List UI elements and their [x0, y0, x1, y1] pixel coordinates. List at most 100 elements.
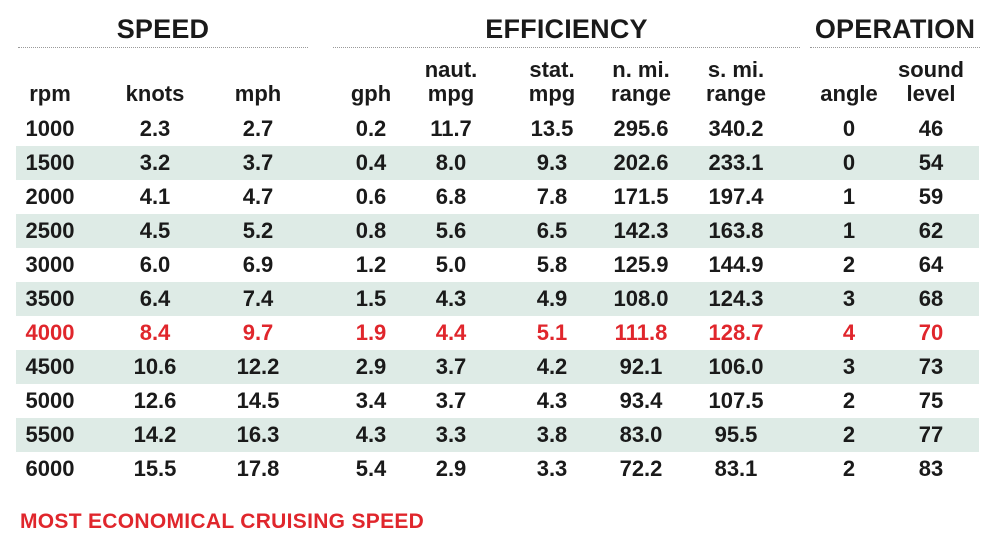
cell-stat-mpg: 13.5 [530, 116, 574, 141]
cell-angle: 2 [842, 422, 856, 447]
table-row: 2000 4.1 4.7 0.6 6.8 7.8 171.5 197.4 1 59 [16, 180, 979, 214]
cell-rpm: 1000 [25, 116, 75, 141]
group-speed: SPEED [116, 14, 210, 44]
cell-angle: 2 [842, 456, 856, 481]
cell-gph: 0.8 [355, 218, 387, 243]
cell-naut-mpg: 4.3 [435, 286, 467, 311]
cell-s-mi-range: 163.8 [708, 218, 764, 243]
cell-sound-level: 70 [918, 320, 944, 345]
cell-angle: 3 [842, 286, 856, 311]
cell-rpm: 4000 [25, 320, 75, 345]
cell-gph: 1.5 [355, 286, 387, 311]
cell-naut-mpg: 3.3 [435, 422, 467, 447]
cell-n-mi-range: 108.0 [613, 286, 669, 311]
cell-rpm: 6000 [25, 456, 75, 481]
column-header-sound-level: sound level [898, 57, 964, 106]
cell-n-mi-range: 83.0 [619, 422, 663, 447]
cell-n-mi-range: 171.5 [613, 184, 669, 209]
cell-angle: 3 [842, 354, 856, 379]
cell-sound-level: 83 [918, 456, 944, 481]
cell-naut-mpg: 5.0 [435, 252, 467, 277]
cell-mph: 9.7 [242, 320, 274, 345]
column-header-gph: gph [350, 81, 392, 106]
cell-sound-level: 75 [918, 388, 944, 413]
cell-stat-mpg: 6.5 [536, 218, 568, 243]
group-divider-efficiency [333, 47, 800, 48]
column-header-stat-mpg: stat. mpg [528, 57, 576, 106]
cell-gph: 0.2 [355, 116, 387, 141]
cell-knots: 15.5 [133, 456, 177, 481]
table-row: 3000 6.0 6.9 1.2 5.0 5.8 125.9 144.9 2 64 [16, 248, 979, 282]
cell-sound-level: 62 [918, 218, 944, 243]
cell-mph: 6.9 [242, 252, 274, 277]
cell-n-mi-range: 111.8 [614, 320, 668, 345]
column-header-naut-mpg: naut. mpg [424, 57, 478, 106]
table-row: 1000 2.3 2.7 0.2 11.7 13.5 295.6 340.2 0 46 [16, 112, 979, 146]
column-header-n-mi-range: n. mi. range [611, 57, 671, 106]
cell-angle: 2 [842, 252, 856, 277]
cell-mph: 3.7 [242, 150, 274, 175]
cell-sound-level: 54 [918, 150, 944, 175]
cell-mph: 16.3 [236, 422, 280, 447]
cell-s-mi-range: 106.0 [708, 354, 764, 379]
table-row: 2500 4.5 5.2 0.8 5.6 6.5 142.3 163.8 1 62 [16, 214, 979, 248]
cell-sound-level: 73 [918, 354, 944, 379]
cell-stat-mpg: 5.1 [536, 320, 568, 345]
cell-knots: 14.2 [133, 422, 177, 447]
cell-stat-mpg: 3.8 [536, 422, 568, 447]
cell-angle: 0 [842, 116, 856, 141]
cell-rpm: 3500 [25, 286, 75, 311]
cell-n-mi-range: 125.9 [613, 252, 669, 277]
table-row: 6000 15.5 17.8 5.4 2.9 3.3 72.2 83.1 2 83 [16, 452, 979, 486]
cell-mph: 4.7 [242, 184, 274, 209]
cell-gph: 5.4 [355, 456, 387, 481]
cell-rpm: 5000 [25, 388, 75, 413]
column-header-mph: mph [234, 81, 282, 106]
cell-n-mi-range: 202.6 [613, 150, 669, 175]
cell-n-mi-range: 142.3 [613, 218, 669, 243]
cell-gph: 0.4 [355, 150, 387, 175]
table-row: 1500 3.2 3.7 0.4 8.0 9.3 202.6 233.1 0 54 [16, 146, 979, 180]
cell-naut-mpg: 4.4 [435, 320, 467, 345]
cell-naut-mpg: 11.7 [430, 116, 472, 141]
cell-knots: 2.3 [139, 116, 171, 141]
cell-knots: 6.4 [139, 286, 171, 311]
cell-s-mi-range: 233.1 [708, 150, 764, 175]
column-header-s-mi-range: s. mi. range [706, 57, 766, 106]
cell-sound-level: 68 [918, 286, 944, 311]
cell-angle: 4 [842, 320, 856, 345]
cell-s-mi-range: 144.9 [708, 252, 764, 277]
cell-angle: 1 [842, 184, 856, 209]
table-row: 5500 14.2 16.3 4.3 3.3 3.8 83.0 95.5 2 77 [16, 418, 979, 452]
cell-angle: 0 [842, 150, 856, 175]
cell-n-mi-range: 92.1 [619, 354, 663, 379]
group-efficiency: EFFICIENCY [485, 14, 648, 44]
cell-stat-mpg: 4.2 [536, 354, 568, 379]
table-row: 3500 6.4 7.4 1.5 4.3 4.9 108.0 124.3 3 68 [16, 282, 979, 316]
cell-stat-mpg: 7.8 [536, 184, 568, 209]
cell-angle: 2 [842, 388, 856, 413]
cell-stat-mpg: 4.9 [536, 286, 568, 311]
cell-rpm: 3000 [25, 252, 75, 277]
group-operation: OPERATION [814, 14, 976, 44]
cell-s-mi-range: 340.2 [708, 116, 764, 141]
cell-angle: 1 [842, 218, 856, 243]
cell-naut-mpg: 3.7 [435, 354, 467, 379]
cell-knots: 8.4 [139, 320, 171, 345]
table-row: 4500 10.6 12.2 2.9 3.7 4.2 92.1 106.0 3 73 [16, 350, 979, 384]
cell-stat-mpg: 9.3 [536, 150, 568, 175]
cell-s-mi-range: 107.5 [708, 388, 764, 413]
cell-s-mi-range: 124.3 [708, 286, 764, 311]
column-header-rpm: rpm [29, 81, 71, 106]
cell-gph: 4.3 [355, 422, 387, 447]
cell-rpm: 4500 [25, 354, 75, 379]
cell-rpm: 5500 [25, 422, 75, 447]
cell-mph: 12.2 [236, 354, 280, 379]
cell-sound-level: 77 [918, 422, 944, 447]
column-header-angle: angle [820, 81, 878, 106]
cell-sound-level: 59 [918, 184, 944, 209]
cell-s-mi-range: 197.4 [708, 184, 764, 209]
cell-n-mi-range: 72.2 [619, 456, 663, 481]
cell-s-mi-range: 95.5 [714, 422, 758, 447]
cell-knots: 4.1 [139, 184, 171, 209]
